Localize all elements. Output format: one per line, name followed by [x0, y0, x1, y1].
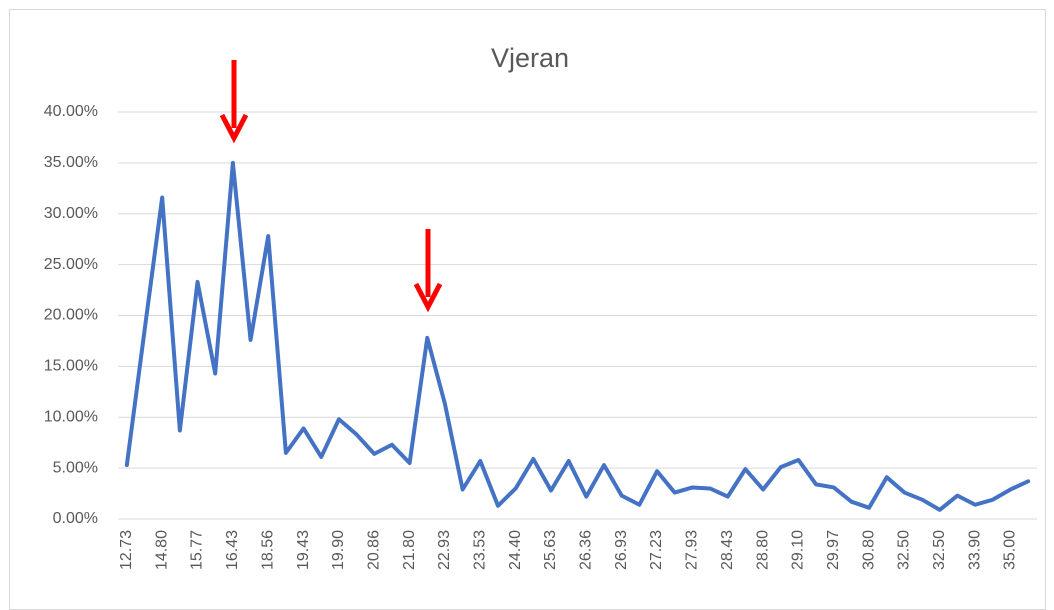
annotation-arrows — [219, 60, 443, 313]
x-tick-label: 15.77 — [189, 530, 206, 570]
x-tick-label: 26.93 — [613, 530, 630, 570]
chart-border — [9, 9, 1046, 610]
data-line — [124, 160, 1031, 512]
x-tick-label: 23.53 — [472, 530, 489, 570]
x-tick-label: 22.93 — [436, 530, 453, 570]
x-tick-label: 18.56 — [259, 530, 276, 570]
y-tick-label: 5.00% — [53, 459, 98, 476]
y-tick-label: 20.00% — [44, 307, 98, 324]
x-tick-label: 19.90 — [330, 530, 347, 570]
x-tick-label: 12.73 — [118, 530, 135, 570]
x-tick-label: 19.43 — [295, 530, 312, 570]
x-tick-label: 32.50 — [896, 530, 913, 570]
x-tick-label: 16.43 — [224, 530, 241, 570]
x-tick-label: 25.63 — [542, 530, 559, 570]
y-tick-label: 10.00% — [44, 408, 98, 425]
x-tick-label: 24.40 — [507, 530, 524, 570]
y-tick-label: 30.00% — [44, 205, 98, 222]
x-tick-label: 26.36 — [578, 530, 595, 570]
x-tick-label: 29.10 — [790, 530, 807, 570]
x-tick-label: 27.93 — [684, 530, 701, 570]
arrow-head — [219, 113, 249, 144]
x-tick-label: 29.97 — [825, 530, 842, 570]
x-tick-label: 33.90 — [966, 530, 983, 570]
x-tick-label: 35.00 — [1002, 530, 1019, 570]
chart-title: Vjeran — [491, 43, 569, 73]
x-tick-label: 30.80 — [860, 530, 877, 570]
y-tick-label: 0.00% — [53, 510, 98, 527]
y-tick-label: 25.00% — [44, 256, 98, 273]
x-tick-label: 14.80 — [153, 530, 170, 570]
y-tick-label: 40.00% — [44, 103, 98, 120]
arrow-head — [413, 282, 443, 313]
y-tick-label: 35.00% — [44, 154, 98, 171]
x-tick-label: 28.43 — [719, 530, 736, 570]
x-tick-label: 28.80 — [754, 530, 771, 570]
x-tick-label: 21.80 — [401, 530, 418, 570]
x-tick-label: 20.86 — [365, 530, 382, 570]
x-tick-label: 32.50 — [931, 530, 948, 570]
y-tick-label: 15.00% — [44, 358, 98, 375]
x-tick-label: 27.23 — [648, 530, 665, 570]
